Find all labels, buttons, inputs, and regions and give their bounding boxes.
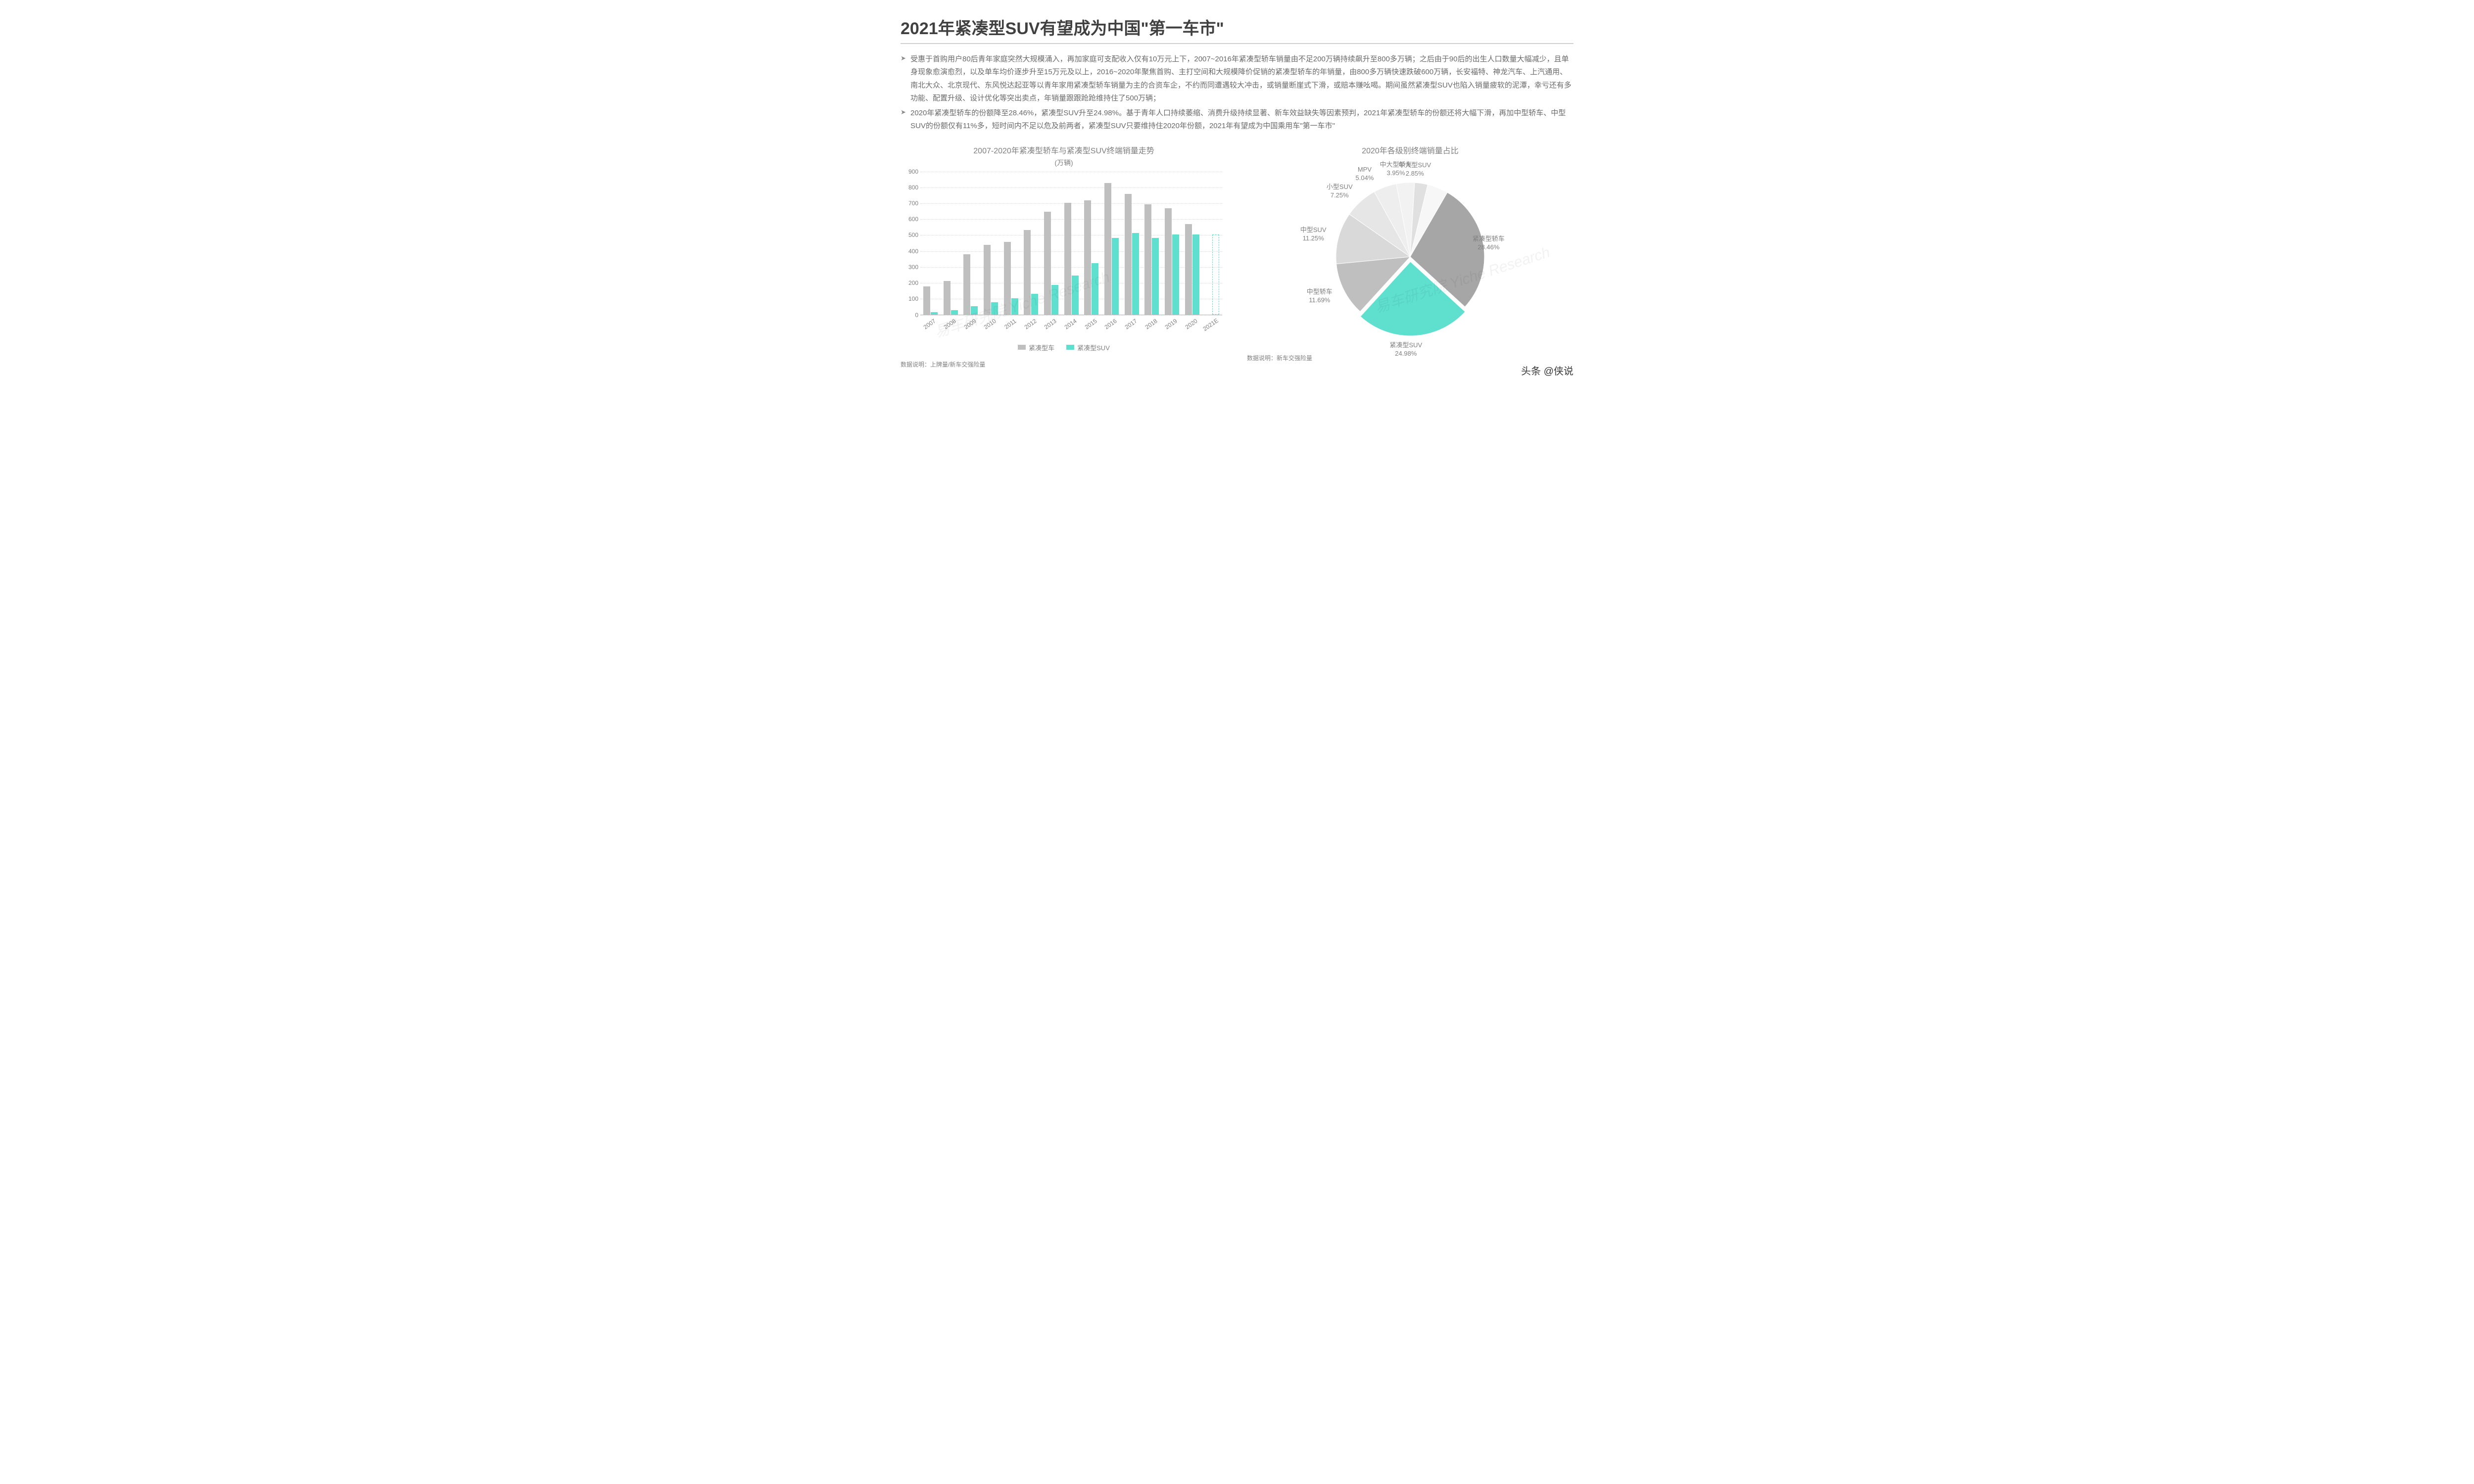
x-tick-label: 2017 [1124,317,1139,330]
pie-slice-label: 紧凑型轿车28.46% [1473,235,1505,252]
bar-group [963,254,978,315]
pie-slice-label: 紧凑型SUV24.98% [1389,341,1422,358]
y-tick-label: 400 [902,248,918,255]
legend-label: 紧凑型车 [1029,343,1054,352]
x-tick-label: 2008 [943,317,957,330]
x-tick-label: 2019 [1164,317,1179,330]
bar-group [1044,212,1058,315]
bar-group [1024,230,1039,315]
bar-group [943,281,958,315]
y-tick-label: 600 [902,216,918,223]
bar [923,286,930,314]
bar-group [1104,183,1119,315]
bar-plot-area: 0100200300400500600700800900200720082009… [920,172,1222,315]
pie-chart-panel: 2020年各级别终端销量占比 紧凑型轿车28.46%紧凑型SUV24.98%中型… [1247,144,1573,369]
bar [1172,234,1179,314]
x-tick-label: 2015 [1083,317,1098,330]
pie-slice-label: 小型SUV7.25% [1327,183,1353,200]
bar [1092,263,1098,314]
bullet-item: 受惠于首购用户80后青年家庭突然大规模涌入，再加家庭可支配收入仅有10万元上下，… [901,53,1573,105]
x-tick-label: 2014 [1063,317,1078,330]
y-tick-label: 700 [902,200,918,207]
bar [1044,212,1051,315]
bar [971,306,978,314]
bar [1132,233,1139,314]
pie-chart: 紧凑型轿车28.46%紧凑型SUV24.98%中型轿车11.69%中型SUV11… [1247,158,1573,346]
bar [1192,234,1199,314]
bar-chart-title: 2007-2020年紧凑型轿车与紧凑型SUV终端销量走势 [901,144,1227,156]
y-tick-label: 200 [902,279,918,286]
legend-item: 紧凑型车 [1018,343,1054,352]
bar [1064,203,1071,315]
legend-item: 紧凑型SUV [1066,343,1110,352]
charts-row: 2007-2020年紧凑型轿车与紧凑型SUV终端销量走势 (万辆) 010020… [901,144,1573,369]
x-tick-label: 2021E [1201,317,1219,332]
pie-chart-title: 2020年各级别终端销量占比 [1247,144,1573,156]
bar [1031,294,1038,315]
bar [1051,285,1058,315]
bar [1185,224,1192,314]
bar [991,302,998,314]
bar [951,310,958,314]
bar-group [1205,234,1220,314]
bar [1112,238,1119,315]
bar-chart-unit: (万辆) [901,158,1227,168]
x-tick-label: 2020 [1184,317,1199,330]
x-tick-label: 2011 [1003,317,1017,330]
y-tick-label: 900 [902,168,918,175]
x-tick-label: 2009 [962,317,977,330]
pie-slice-label: 中大型SUV2.85% [1399,161,1431,178]
bar [984,245,991,314]
bar [1011,298,1018,314]
y-tick-label: 500 [902,232,918,238]
bar-group [1124,194,1139,314]
legend-swatch [1018,345,1026,350]
pie-svg [1252,158,1569,346]
y-tick-label: 100 [902,295,918,302]
bar-chart: 0100200300400500600700800900200720082009… [901,172,1227,340]
legend-swatch [1066,345,1074,350]
x-tick-label: 2007 [922,317,937,330]
bar [1165,208,1172,314]
footer-credit: 头条 @侠说 [1521,363,1573,377]
x-tick-label: 2013 [1043,317,1058,330]
x-tick-label: 2010 [983,317,998,330]
bar [1072,276,1079,315]
bar [944,281,951,315]
pie-slice-label: MPV5.04% [1356,166,1374,183]
bar-group [1164,208,1179,314]
bar-group [1064,203,1079,315]
x-tick-label: 2012 [1023,317,1038,330]
bar [1125,194,1132,314]
bar-group [1003,242,1018,315]
legend-label: 紧凑型SUV [1077,343,1110,352]
bullet-item: 2020年紧凑型轿车的份额降至28.46%，紧凑型SUV升至24.98%。基于青… [901,107,1573,133]
bar [1004,242,1011,315]
bar-group [923,286,938,314]
bar [1144,204,1151,314]
bar-group [1185,224,1199,314]
y-tick-label: 300 [902,264,918,271]
x-tick-label: 2016 [1103,317,1118,330]
bar [1152,238,1159,315]
x-tick-label: 2018 [1143,317,1158,330]
bar-legend: 紧凑型车 紧凑型SUV [901,343,1227,352]
y-tick-label: 800 [902,184,918,191]
page-title: 2021年紧凑型SUV有望成为中国"第一车市" [901,15,1573,44]
bar [1024,230,1031,315]
y-tick-label: 0 [902,312,918,319]
bar [1084,200,1091,314]
bar [1104,183,1111,315]
bar-group [983,245,998,314]
bar-group [1084,200,1099,314]
bar [931,312,938,315]
bullet-list: 受惠于首购用户80后青年家庭突然大规模涌入，再加家庭可支配收入仅有10万元上下，… [901,53,1573,133]
bar-group [1144,204,1159,314]
pie-slice-label: 中型SUV11.25% [1300,226,1327,243]
bar-source-note: 数据说明：上牌量/新车交强险量 [901,360,1227,369]
bar-chart-panel: 2007-2020年紧凑型轿车与紧凑型SUV终端销量走势 (万辆) 010020… [901,144,1227,369]
bar [1212,234,1219,314]
bar [963,254,970,315]
pie-slice-label: 中型轿车11.69% [1307,288,1332,305]
